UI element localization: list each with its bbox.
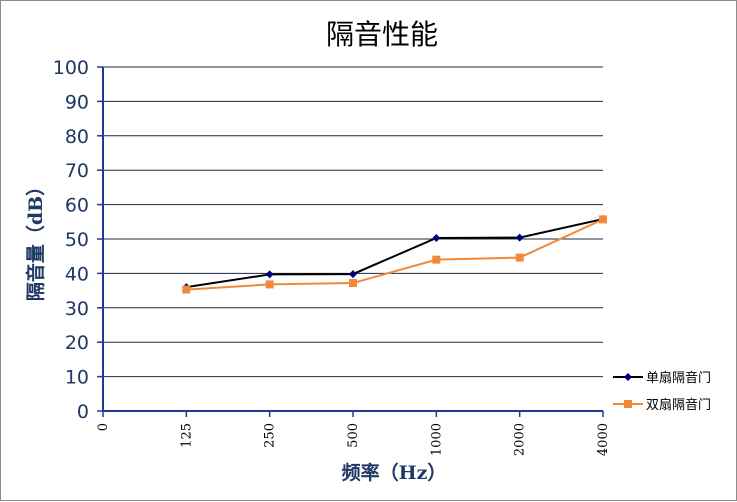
x-tick-label: 1000 xyxy=(429,423,444,456)
y-tick-label: 40 xyxy=(65,263,89,285)
data-point xyxy=(265,280,274,289)
y-tick-label: 10 xyxy=(65,367,89,389)
data-point xyxy=(432,255,441,264)
y-axis-label: 隔音量（dB） xyxy=(24,177,47,301)
x-axis-label: 频率（Hz） xyxy=(342,461,447,484)
data-point xyxy=(349,279,357,288)
y-tick-label: 50 xyxy=(65,229,89,251)
data-point xyxy=(265,270,274,279)
legend-label: 单扇隔音门 xyxy=(646,370,711,386)
chart-title: 隔音性能 xyxy=(326,18,438,51)
x-tick-label: 500 xyxy=(346,423,361,448)
y-tick-label: 70 xyxy=(65,160,89,182)
legend-label: 双扇隔音门 xyxy=(646,397,711,413)
x-tick-label: 4000 xyxy=(596,423,611,456)
legend-marker xyxy=(624,373,632,381)
series xyxy=(182,215,607,294)
series-line-1 xyxy=(186,218,604,289)
data-point xyxy=(349,270,357,279)
y-tick-label: 80 xyxy=(65,126,89,148)
x-tick-label: 2000 xyxy=(513,423,528,456)
data-point xyxy=(599,215,607,224)
y-tick-label: 100 xyxy=(53,57,89,79)
x-tick-label: 250 xyxy=(263,423,278,448)
x-tick-label: 125 xyxy=(179,423,194,448)
y-tick-label: 90 xyxy=(65,91,89,113)
data-point xyxy=(515,233,524,242)
x-tick-labels: 0 125 250 500 1000 2000 4000 xyxy=(96,423,611,456)
y-tick-labels: 0 10 20 30 40 50 60 70 80 90 100 xyxy=(53,57,89,423)
data-point xyxy=(515,253,524,262)
legend-marker xyxy=(624,400,632,408)
gridlines xyxy=(103,66,603,378)
x-tick-label: 0 xyxy=(96,423,111,431)
data-point xyxy=(432,233,441,242)
y-tick-label: 60 xyxy=(65,195,89,217)
y-tick-label: 20 xyxy=(65,332,89,354)
data-point xyxy=(182,285,191,294)
axes xyxy=(97,66,604,417)
y-tick-label: 0 xyxy=(77,401,89,423)
series-line-2 xyxy=(186,218,604,291)
y-tick-label: 30 xyxy=(65,298,89,320)
